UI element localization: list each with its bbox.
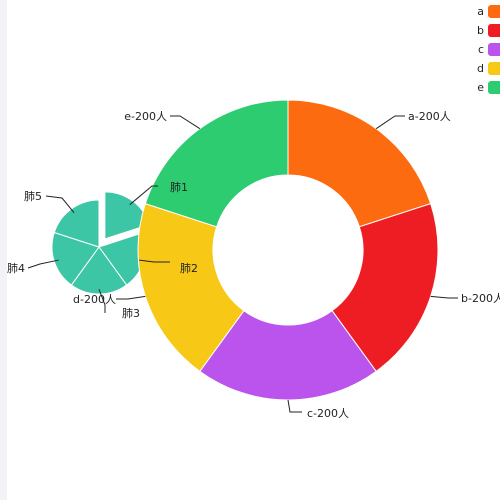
small-pie-slice-3[interactable] xyxy=(70,246,128,295)
small-pie xyxy=(51,191,151,295)
donut-leader-b xyxy=(430,295,458,299)
donut-labels: a-200人 b-200人 c-200人 d-200人 e-200人 xyxy=(73,110,500,420)
legend-label-d: d xyxy=(477,62,484,75)
legend-swatch-b[interactable] xyxy=(488,24,500,37)
donut-leader-d xyxy=(116,295,146,300)
donut-slice-e[interactable] xyxy=(144,99,289,228)
donut-label-c: c-200人 xyxy=(307,407,349,420)
left-edge-bar xyxy=(0,0,7,500)
small-pie-label-2: 肺2 xyxy=(180,262,198,275)
legend-swatch-e[interactable] xyxy=(488,81,500,94)
legend-swatch-d[interactable] xyxy=(488,62,500,75)
small-pie-leader-4 xyxy=(27,259,59,269)
small-pie-label-4: 肺4 xyxy=(7,262,25,275)
donut-label-b: b-200人 xyxy=(461,292,500,305)
donut-label-d: d-200人 xyxy=(73,293,116,306)
donut-label-a: a-200人 xyxy=(408,110,451,123)
legend-swatch-a[interactable] xyxy=(488,5,500,18)
donut-slice-a[interactable] xyxy=(287,99,432,228)
donut-slice-c[interactable] xyxy=(199,309,377,401)
legend-swatch-c[interactable] xyxy=(488,43,500,56)
legend-label-e: e xyxy=(477,81,484,94)
legend-label-b: b xyxy=(477,24,484,37)
small-pie-label-1: 肺1 xyxy=(170,181,188,194)
donut-slice-d[interactable] xyxy=(137,203,245,373)
small-pie-leader-3 xyxy=(98,289,106,313)
donut-slice-b[interactable] xyxy=(331,203,439,373)
small-pie-leader-1 xyxy=(129,185,158,206)
small-pie-label-5: 肺5 xyxy=(24,190,42,203)
donut-leader-a xyxy=(375,115,405,130)
small-pie-leader-2 xyxy=(139,259,170,263)
legend-label-a: a xyxy=(477,5,484,18)
small-pie-leader-5 xyxy=(45,195,75,214)
small-pie-labels: 肺1 肺2 肺3 肺4 肺5 xyxy=(7,181,198,320)
legend-label-c: c xyxy=(478,43,484,56)
donut-leader-c xyxy=(287,399,302,413)
donut-label-e: e-200人 xyxy=(124,110,167,123)
donut-chart xyxy=(137,99,439,401)
small-pie-label-3: 肺3 xyxy=(122,307,140,320)
donut-leader-e xyxy=(170,115,201,130)
